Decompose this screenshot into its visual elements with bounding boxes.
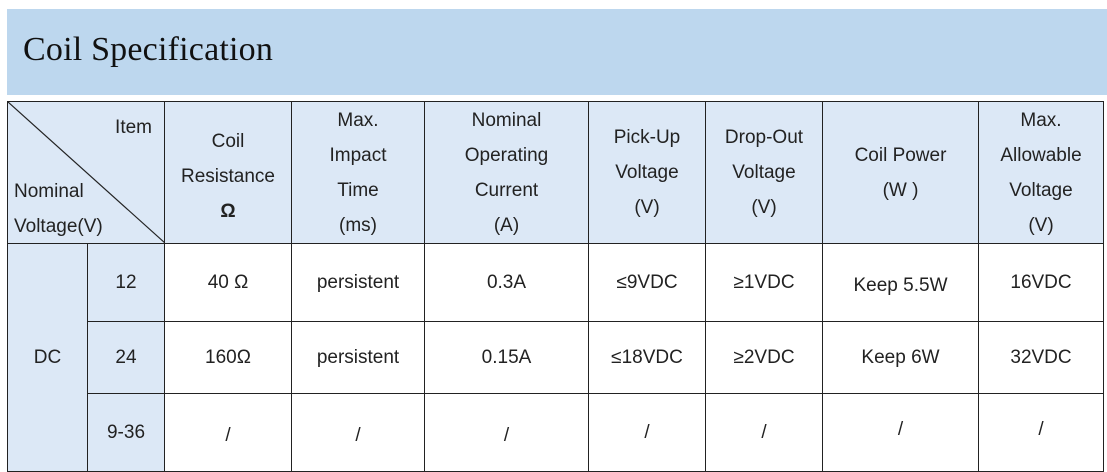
max-allowable-voltage-cell: 16VDC	[978, 243, 1104, 322]
diagonal-divider	[8, 102, 165, 243]
page-title: Coil Specification	[23, 31, 274, 68]
corner-header-cell: Item Nominal Voltage(V)	[7, 101, 165, 244]
voltage-cell: 9-36	[87, 393, 165, 472]
header-row: Item Nominal Voltage(V) Coil Resistance …	[7, 101, 1104, 244]
max-allowable-voltage-cell: /	[978, 393, 1104, 472]
pick-up-voltage-cell: /	[588, 393, 706, 472]
coil-power-cell: Keep 5.5W	[822, 243, 979, 322]
max-allowable-voltage-cell: 32VDC	[978, 321, 1104, 394]
table-row: 24 160Ω persistent 0.15A ≤18VDC ≥2VDC Ke…	[8, 321, 1104, 394]
drop-out-voltage-cell: ≥2VDC	[705, 321, 823, 394]
header-coil-resistance: Coil Resistance Ω	[164, 101, 292, 244]
coil-resistance-cell: 160Ω	[164, 321, 292, 394]
header-max-allowable-voltage: Max. Allowable Voltage (V)	[978, 101, 1104, 244]
table-row: DC 12 40 Ω persistent 0.3A ≤9VDC ≥1VDC K…	[7, 243, 1104, 472]
header-coil-power: Coil Power (W )	[822, 101, 979, 244]
dc-group-label: DC	[7, 243, 88, 472]
nominal-voltage-label: Nominal Voltage(V)	[14, 181, 103, 237]
header-max-impact-time: Max. Impact Time (ms)	[291, 101, 425, 244]
coil-spec-table: Item Nominal Voltage(V) Coil Resistance …	[7, 101, 1104, 472]
header-pick-up-voltage: Pick-Up Voltage (V)	[588, 101, 706, 244]
operating-current-cell: 0.3A	[424, 243, 589, 322]
impact-time-cell: persistent	[291, 321, 425, 394]
drop-out-voltage-cell: /	[705, 393, 823, 472]
drop-out-voltage-cell: ≥1VDC	[705, 243, 823, 322]
impact-time-cell: persistent	[291, 243, 425, 322]
pick-up-voltage-cell: ≤18VDC	[588, 321, 706, 394]
coil-power-cell: /	[822, 393, 979, 472]
voltage-cell: 12	[87, 243, 165, 322]
pick-up-voltage-cell: ≤9VDC	[588, 243, 706, 322]
item-label: Item	[115, 117, 152, 138]
coil-resistance-cell: 40 Ω	[164, 243, 292, 322]
table-row: 9-36 / / / / / / /	[8, 393, 1104, 472]
header-drop-out-voltage: Drop-Out Voltage (V)	[705, 101, 823, 244]
header-nominal-operating-current: Nominal Operating Current (A)	[424, 101, 589, 244]
impact-time-cell: /	[291, 393, 425, 472]
voltage-cell: 24	[87, 321, 165, 394]
operating-current-cell: /	[424, 393, 589, 472]
coil-resistance-cell: /	[164, 393, 292, 472]
operating-current-cell: 0.15A	[424, 321, 589, 394]
title-bar: Coil Specification	[7, 9, 1107, 95]
coil-power-cell: Keep 6W	[822, 321, 979, 394]
